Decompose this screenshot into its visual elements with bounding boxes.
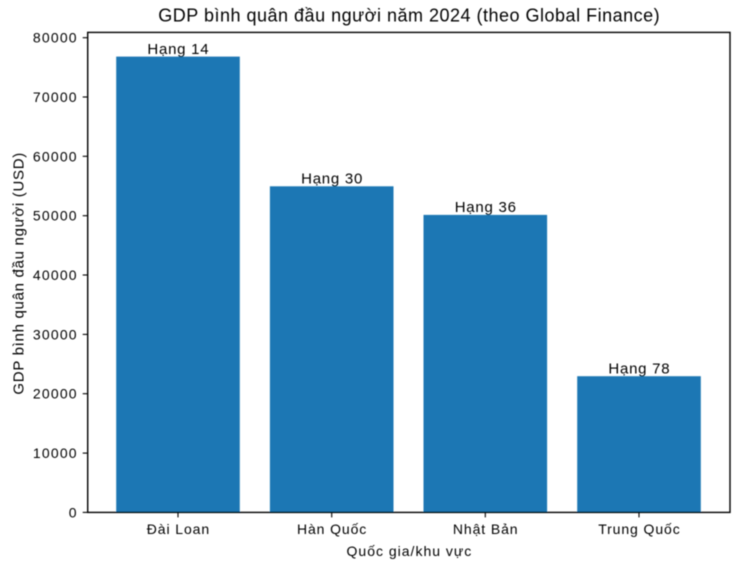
svg-text:20000: 20000 [33,386,78,402]
svg-text:Hạng 36: Hạng 36 [455,199,517,216]
svg-text:Trung Quốc: Trung Quốc [598,521,680,537]
svg-text:GDP bình quân đầu người (USD): GDP bình quân đầu người (USD) [11,152,28,395]
svg-text:60000: 60000 [33,148,78,164]
svg-text:Nhật Bản: Nhật Bản [453,521,519,537]
svg-text:Quốc gia/khu vực: Quốc gia/khu vực [347,543,473,559]
svg-text:0: 0 [69,504,78,520]
svg-text:30000: 30000 [33,326,78,342]
svg-text:Hạng 30: Hạng 30 [301,171,363,188]
svg-text:70000: 70000 [33,89,78,105]
svg-text:Đài Loan: Đài Loan [147,521,210,537]
svg-text:50000: 50000 [33,208,78,224]
svg-text:80000: 80000 [33,30,78,46]
svg-text:Hạng 14: Hạng 14 [147,41,209,58]
svg-text:Hạng 78: Hạng 78 [608,360,670,377]
svg-text:Hàn Quốc: Hàn Quốc [297,521,367,537]
svg-text:GDP bình quân đầu người năm 20: GDP bình quân đầu người năm 2024 (theo G… [158,6,660,26]
svg-text:10000: 10000 [33,445,78,461]
svg-text:40000: 40000 [33,267,78,283]
